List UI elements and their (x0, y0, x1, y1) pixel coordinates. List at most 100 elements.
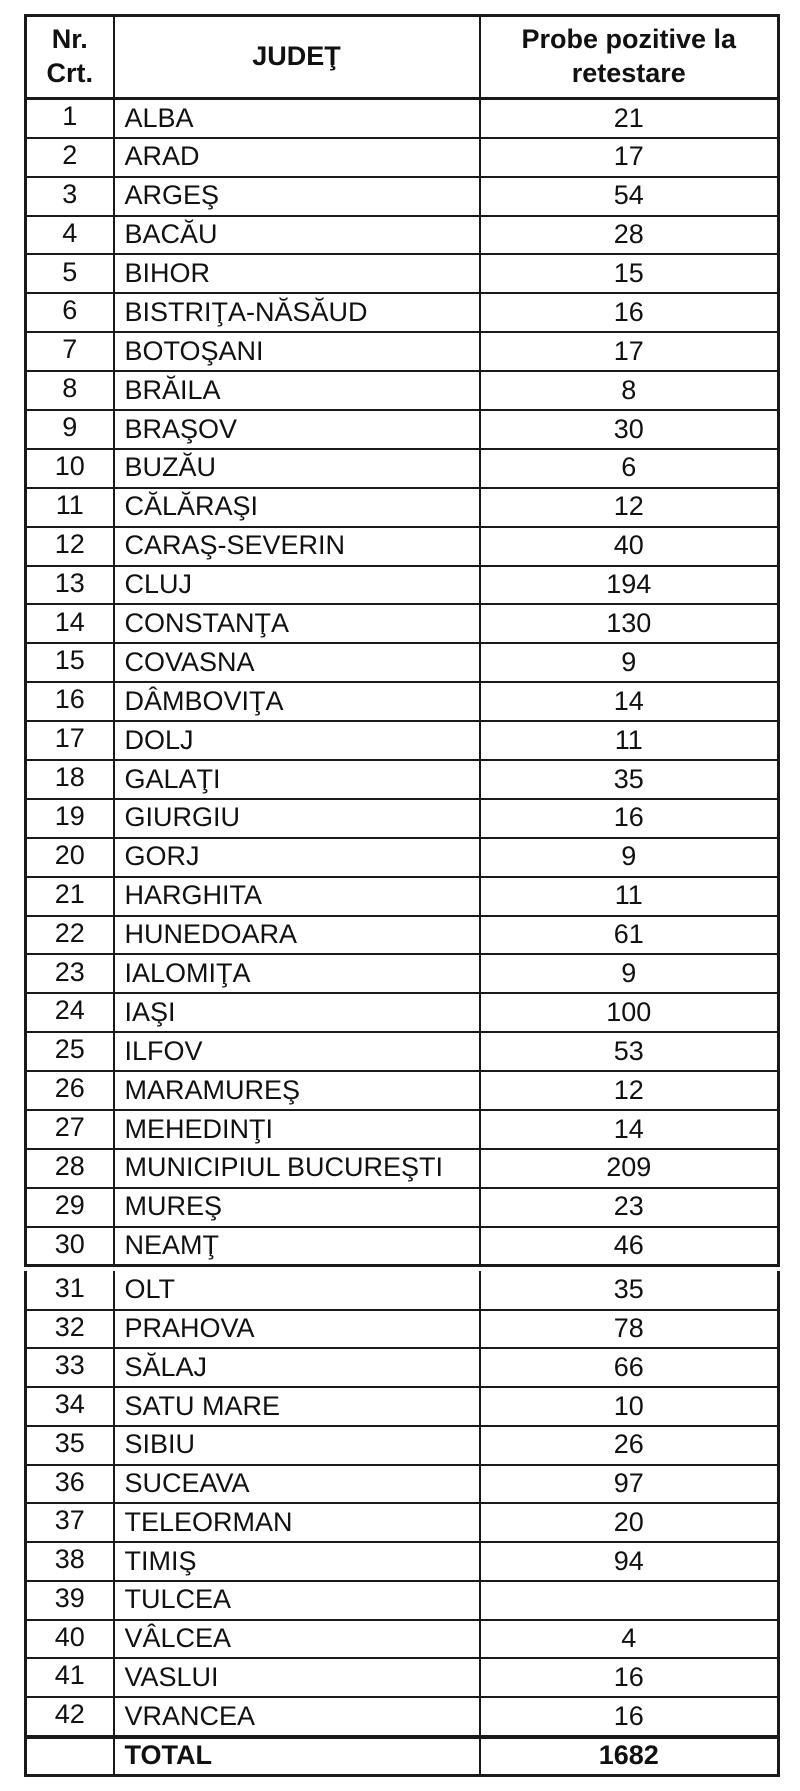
table-row: 35 SIBIU 26 (24, 1424, 780, 1466)
row-number-cell: 40 (24, 1618, 115, 1660)
row-number-cell: 12 (24, 525, 115, 567)
table-row: 11 CĂLĂRAŞI 12 (24, 486, 780, 528)
row-number-cell: 13 (24, 564, 115, 606)
county-cell: BACĂU (112, 214, 481, 256)
county-cell: VRANCEA (112, 1696, 481, 1738)
value-cell: 9 (478, 642, 780, 684)
table-row: 34 SATU MARE 10 (24, 1386, 780, 1427)
county-cell: PRAHOVA (112, 1308, 481, 1350)
total-empty-cell (24, 1734, 115, 1777)
value-cell: 21 (478, 97, 780, 139)
row-number-cell: 25 (24, 1031, 115, 1073)
header-row: Nr. Crt. JUDEŢ Probe pozitive la retesta… (24, 14, 780, 100)
county-cell: CONSTANŢA (112, 603, 481, 645)
value-cell: 14 (478, 681, 780, 723)
row-number-cell: 21 (24, 875, 115, 917)
county-cell: IAŞI (112, 992, 481, 1034)
row-number-cell: 9 (24, 408, 115, 450)
county-cell: HARGHITA (112, 875, 481, 917)
row-number-cell: 2 (24, 136, 115, 178)
row-number-cell: 30 (24, 1225, 115, 1267)
county-cell: BIHOR (112, 253, 481, 295)
county-cell: OLT (112, 1271, 481, 1311)
value-cell: 16 (478, 1696, 780, 1738)
table-row: 31 OLT 35 (24, 1271, 780, 1311)
table-row: 2 ARAD 17 (24, 136, 780, 178)
county-cell: ARGEŞ (112, 175, 481, 217)
county-cell: IALOMIŢA (112, 953, 481, 995)
value-cell: 66 (478, 1347, 780, 1388)
county-cell: HUNEDOARA (112, 914, 481, 956)
table-row: 19 GIURGIU 16 (24, 797, 780, 839)
table-row: 40 VÂLCEA 4 (24, 1618, 780, 1660)
table-row: 8 BRĂILA 8 (24, 370, 780, 411)
table-row: 13 CLUJ 194 (24, 564, 780, 606)
county-cell: BISTRIŢA-NĂSĂUD (112, 292, 481, 334)
value-cell: 9 (478, 953, 780, 995)
row-number-cell: 17 (24, 720, 115, 761)
table-body-part2: 31 OLT 35 32 PRAHOVA 78 33 SĂLAJ 66 34 SATU MARE 10… (24, 1271, 780, 1738)
row-number-cell: 5 (24, 253, 115, 295)
row-number-cell: 37 (24, 1502, 115, 1543)
county-cell: SĂLAJ (112, 1347, 481, 1388)
table-row: 42 VRANCEA 16 (24, 1696, 780, 1738)
table-row: 24 IAŞI 100 (24, 992, 780, 1034)
county-cell: TIMIŞ (112, 1541, 481, 1582)
value-cell: 35 (478, 1271, 780, 1311)
county-cell: BRAŞOV (112, 408, 481, 450)
value-cell: 130 (478, 603, 780, 645)
value-cell: 46 (478, 1225, 780, 1267)
table-body-part1: 1 ALBA 21 2 ARAD 17 3 ARGEŞ 54 4 BACĂU 28 5 BIHOR 15 6 B… (24, 97, 780, 1267)
table-row: 37 TELEORMAN 20 (24, 1502, 780, 1543)
county-table-part2: 31 OLT 35 32 PRAHOVA 78 33 SĂLAJ 66 34 SATU MARE 10… (24, 1271, 780, 1777)
header-probe-pozitive: Probe pozitive la retestare (478, 14, 780, 100)
value-cell: 14 (478, 1109, 780, 1150)
county-cell: VASLUI (112, 1657, 481, 1698)
table-row: 28 MUNICIPIUL BUCUREŞTI 209 (24, 1147, 780, 1189)
county-cell: CLUJ (112, 564, 481, 606)
county-cell: MUREŞ (112, 1186, 481, 1228)
value-cell: 30 (478, 408, 780, 450)
row-number-cell: 33 (24, 1347, 115, 1388)
value-cell: 8 (478, 370, 780, 411)
value-cell: 10 (478, 1386, 780, 1427)
county-cell: ARAD (112, 136, 481, 178)
row-number-cell: 35 (24, 1424, 115, 1466)
table-row: 38 TIMIŞ 94 (24, 1541, 780, 1582)
county-cell: ALBA (112, 97, 481, 139)
value-cell: 35 (478, 759, 780, 800)
table-row: 30 NEAMŢ 46 (24, 1225, 780, 1267)
value-cell: 23 (478, 1186, 780, 1228)
value-cell: 12 (478, 1070, 780, 1112)
value-cell (478, 1579, 780, 1621)
county-cell: CARAŞ-SEVERIN (112, 525, 481, 567)
row-number-cell: 32 (24, 1308, 115, 1350)
row-number-cell: 16 (24, 681, 115, 723)
row-number-cell: 15 (24, 642, 115, 684)
value-cell: 97 (478, 1463, 780, 1505)
table-row: 10 BUZĂU 6 (24, 447, 780, 489)
row-number-cell: 22 (24, 914, 115, 956)
table-row: 41 VASLUI 16 (24, 1657, 780, 1698)
row-number-cell: 19 (24, 797, 115, 839)
row-number-cell: 31 (24, 1271, 115, 1311)
row-number-cell: 28 (24, 1147, 115, 1189)
total-label: TOTAL (112, 1734, 481, 1777)
table-row: 21 HARGHITA 11 (24, 875, 780, 917)
row-number-cell: 6 (24, 292, 115, 334)
county-cell: SIBIU (112, 1424, 481, 1466)
county-cell: GALAŢI (112, 759, 481, 800)
value-cell: 54 (478, 175, 780, 217)
table-row: 5 BIHOR 15 (24, 253, 780, 295)
row-number-cell: 29 (24, 1186, 115, 1228)
row-number-cell: 27 (24, 1109, 115, 1150)
table-row: 26 MARAMUREŞ 12 (24, 1070, 780, 1112)
value-cell: 209 (478, 1147, 780, 1189)
row-number-cell: 42 (24, 1696, 115, 1738)
row-number-cell: 18 (24, 759, 115, 800)
county-cell: DOLJ (112, 720, 481, 761)
value-cell: 53 (478, 1031, 780, 1073)
table-row: 14 CONSTANŢA 130 (24, 603, 780, 645)
value-cell: 16 (478, 1657, 780, 1698)
